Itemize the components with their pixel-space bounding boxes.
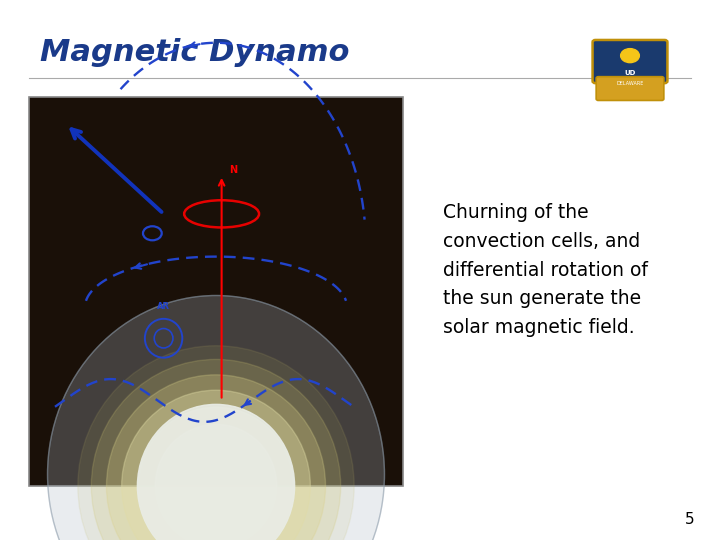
Ellipse shape <box>122 390 310 540</box>
Ellipse shape <box>91 360 341 540</box>
Ellipse shape <box>107 375 325 540</box>
Ellipse shape <box>156 424 276 540</box>
Text: Magnetic Dynamo: Magnetic Dynamo <box>40 38 349 67</box>
Text: AR: AR <box>157 302 170 311</box>
Text: UD: UD <box>624 70 636 76</box>
Text: N: N <box>229 165 237 175</box>
Ellipse shape <box>138 407 294 540</box>
FancyBboxPatch shape <box>29 97 403 486</box>
Circle shape <box>621 49 639 63</box>
Text: DELAWARE: DELAWARE <box>616 81 644 86</box>
Ellipse shape <box>48 295 384 540</box>
FancyBboxPatch shape <box>593 40 667 83</box>
Text: 5: 5 <box>685 511 695 526</box>
Ellipse shape <box>78 346 354 540</box>
Text: Churning of the
convection cells, and
differential rotation of
the sun generate : Churning of the convection cells, and di… <box>443 203 648 337</box>
Ellipse shape <box>138 404 294 540</box>
FancyBboxPatch shape <box>596 77 664 100</box>
